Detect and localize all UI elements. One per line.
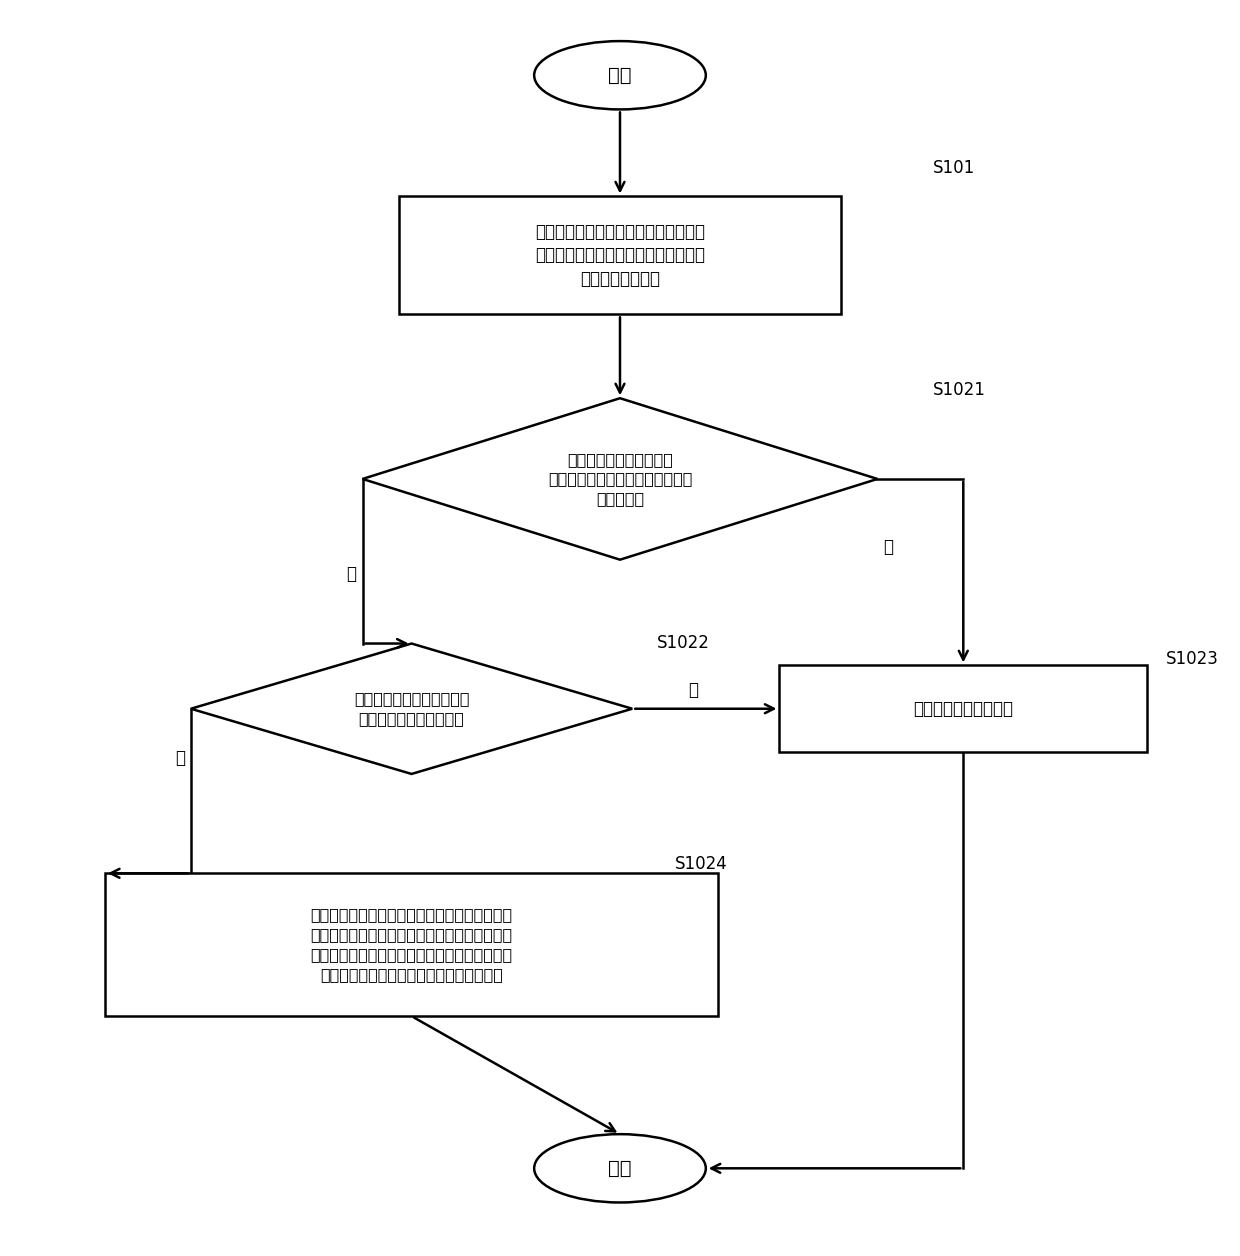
Text: 是: 是	[346, 565, 356, 583]
Polygon shape	[362, 398, 878, 560]
Text: 将移动终端的充电电池的电压充电至初
始截止电压，以及将充电电池的电流充
电至初始截止电流: 将移动终端的充电电池的电压充电至初 始截止电压，以及将充电电池的电流充 电至初始…	[534, 222, 706, 288]
Text: 对充电电池进行补充充电，以将充电电池的电压
充电至预设截止电压以及将充电电池的电流充电
至预设截止电流，其中，预设截止电压小于初始
截止电压，预设截止电流小于初: 对充电电池进行补充充电，以将充电电池的电压 充电至预设截止电压以及将充电电池的电…	[310, 908, 512, 982]
Text: S101: S101	[932, 160, 975, 177]
Text: 结束: 结束	[609, 1159, 631, 1178]
Text: 否: 否	[688, 681, 698, 700]
Text: 判断充电电池的当前状态信
息是否满足第一预设条件: 判断充电电池的当前状态信 息是否满足第一预设条件	[353, 691, 469, 726]
Text: 开始: 开始	[609, 65, 631, 84]
FancyBboxPatch shape	[780, 666, 1147, 752]
FancyBboxPatch shape	[105, 873, 718, 1016]
Text: 确定充电电池充电完成: 确定充电电池充电完成	[914, 700, 1013, 717]
Text: S1024: S1024	[675, 855, 728, 873]
Ellipse shape	[534, 1134, 706, 1202]
Polygon shape	[191, 643, 632, 774]
Text: 是: 是	[175, 750, 185, 767]
Text: S1022: S1022	[657, 634, 709, 652]
Text: 否: 否	[884, 539, 894, 556]
FancyBboxPatch shape	[399, 196, 841, 314]
Text: S1021: S1021	[932, 381, 986, 398]
Text: 判断移动终端的充电电池
的充放电循环次数是否大于预设循
环次数阈值: 判断移动终端的充电电池 的充放电循环次数是否大于预设循 环次数阈值	[548, 452, 692, 506]
Text: S1023: S1023	[1166, 651, 1219, 668]
Ellipse shape	[534, 41, 706, 109]
